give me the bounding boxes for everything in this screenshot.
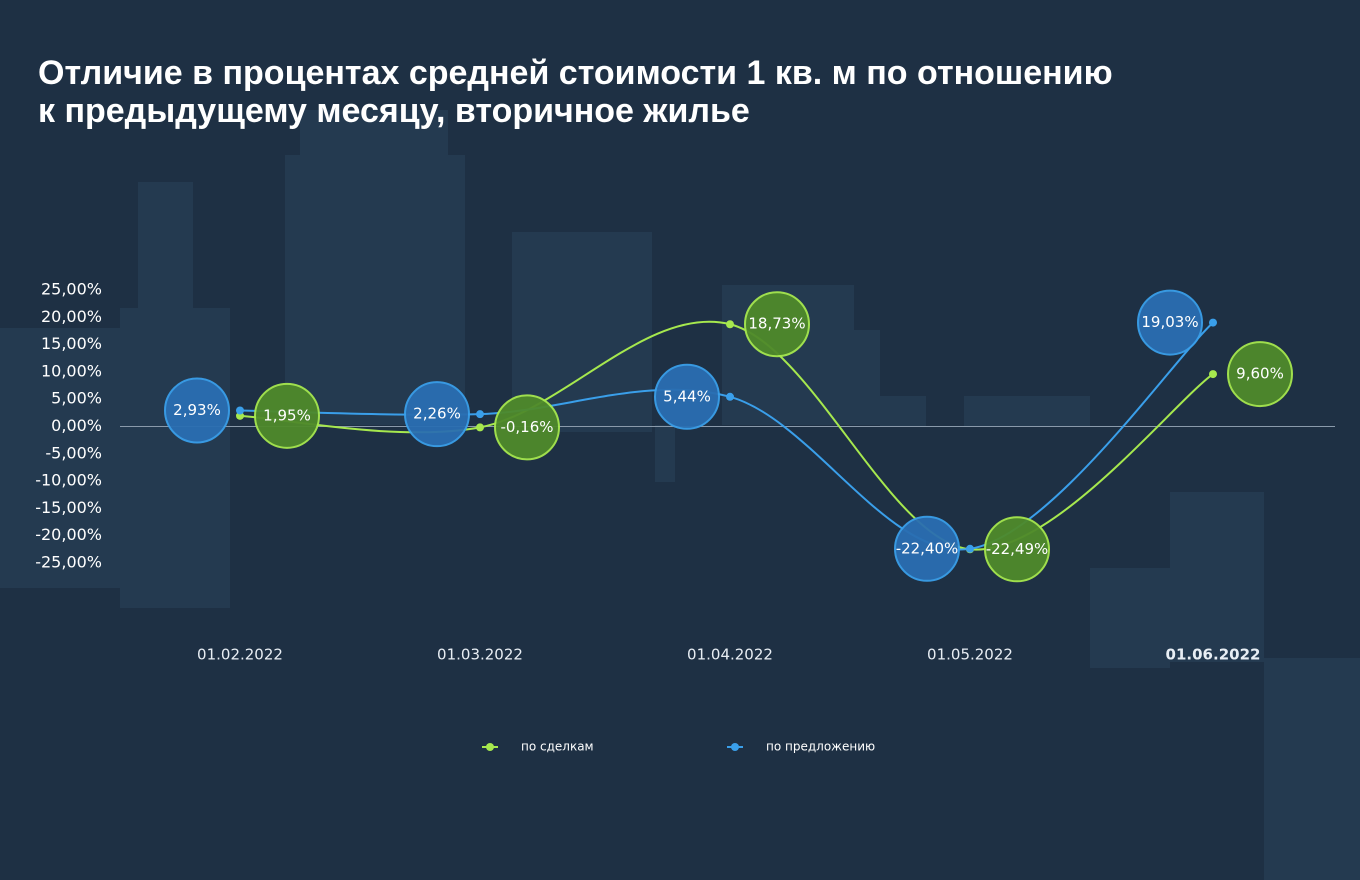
- y-tick-label: 20,00%: [41, 307, 102, 326]
- building: [0, 328, 120, 588]
- data-label: 9,60%: [1236, 365, 1284, 383]
- building: [964, 396, 1090, 426]
- x-tick-label: 01.02.2022: [197, 646, 283, 664]
- y-tick-label: 15,00%: [41, 334, 102, 353]
- data-label: 19,03%: [1141, 313, 1198, 331]
- building: [300, 110, 448, 170]
- label-bubble: [164, 377, 230, 444]
- data-label: -22,49%: [986, 540, 1049, 558]
- background-buildings: [0, 110, 1360, 880]
- legend-label: по предложению: [766, 740, 875, 754]
- x-tick-label: 01.04.2022: [687, 646, 773, 664]
- data-label: 5,44%: [663, 387, 711, 405]
- y-tick-label: -20,00%: [35, 525, 102, 544]
- label-bubble: [894, 515, 960, 582]
- label-bubble: [654, 363, 720, 430]
- building: [1170, 492, 1264, 662]
- legend-swatch: [731, 743, 739, 751]
- building: [1090, 568, 1170, 668]
- y-tick-label: 25,00%: [41, 280, 102, 299]
- y-tick-label: 0,00%: [51, 416, 102, 435]
- label-bubble: [404, 381, 470, 448]
- label-bubble: [984, 516, 1050, 583]
- y-tick-label: 5,00%: [51, 389, 102, 408]
- x-tick-label: 01.06.2022: [1166, 646, 1261, 664]
- y-tick-label: -25,00%: [35, 553, 102, 572]
- label-bubble: [1227, 341, 1293, 408]
- data-label: 1,95%: [263, 406, 311, 424]
- chart-title: к предыдущему месяцу, вторичное жилье: [38, 92, 750, 130]
- building: [655, 425, 675, 482]
- point: [726, 320, 734, 329]
- point: [726, 392, 734, 401]
- legend-swatch: [486, 743, 494, 751]
- point: [1209, 370, 1217, 379]
- label-bubble: [254, 382, 320, 449]
- data-label: -0,16%: [500, 418, 553, 436]
- building: [880, 396, 926, 426]
- point: [966, 544, 974, 553]
- data-label: 2,93%: [173, 401, 221, 419]
- y-tick-label: 10,00%: [41, 361, 102, 380]
- building: [850, 330, 880, 425]
- data-label: 2,26%: [413, 405, 461, 423]
- point: [476, 423, 484, 432]
- label-bubble: [1137, 289, 1203, 356]
- building: [285, 155, 465, 425]
- y-tick-label: -10,00%: [35, 471, 102, 490]
- point: [1209, 318, 1217, 327]
- x-tick-label: 01.03.2022: [437, 646, 523, 664]
- y-tick-label: -15,00%: [35, 498, 102, 517]
- x-tick-label: 01.05.2022: [927, 646, 1013, 664]
- y-tick-label: -5,00%: [45, 443, 102, 462]
- chart-title: Отличие в процентах средней стоимости 1 …: [38, 54, 1113, 92]
- point: [476, 410, 484, 419]
- point: [236, 406, 244, 415]
- building: [1264, 658, 1360, 880]
- label-bubble: [494, 394, 560, 461]
- label-bubble: [744, 291, 810, 358]
- data-label: -22,40%: [896, 539, 959, 557]
- data-label: 18,73%: [748, 315, 805, 333]
- legend-label: по сделкам: [521, 740, 594, 754]
